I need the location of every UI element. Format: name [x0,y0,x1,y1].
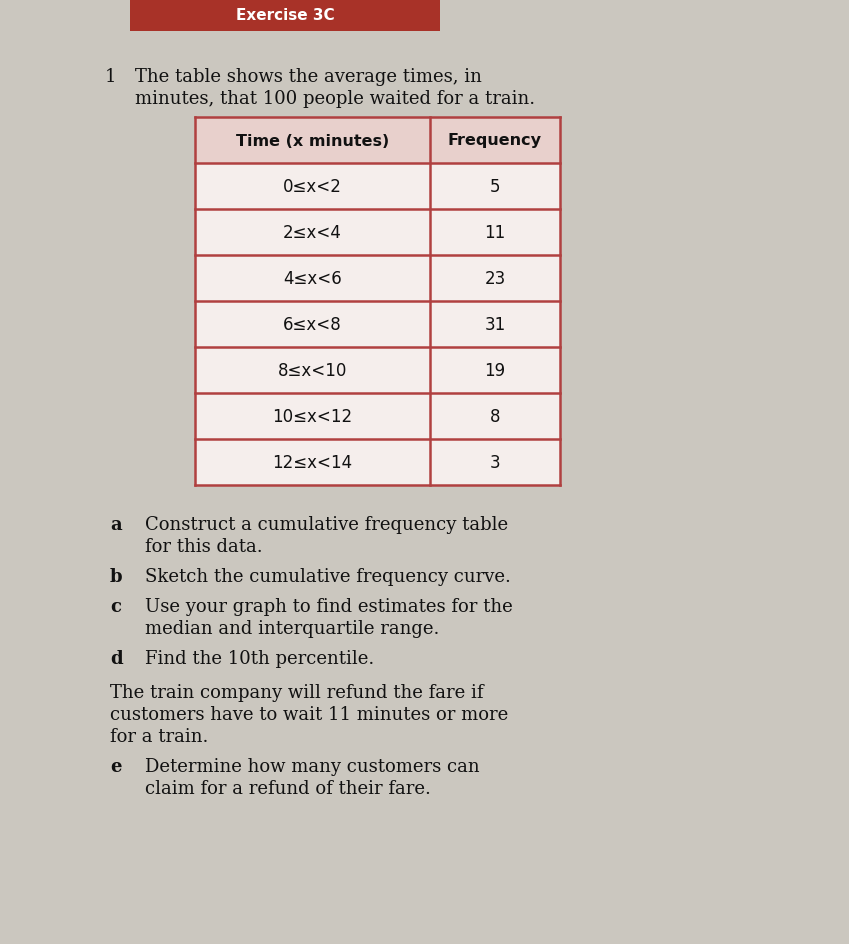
Text: customers have to wait 11 minutes or more: customers have to wait 11 minutes or mor… [110,705,509,723]
Bar [195,302,560,347]
Text: 19: 19 [485,362,505,379]
Text: 23: 23 [485,270,506,288]
Text: minutes, that 100 people waited for a train.: minutes, that 100 people waited for a tr… [135,90,535,108]
Text: 8: 8 [490,408,500,426]
Bar [130,0,440,32]
Text: c: c [110,598,121,615]
Text: 1: 1 [105,68,116,86]
Text: Use your graph to find estimates for the: Use your graph to find estimates for the [145,598,513,615]
Text: Determine how many customers can: Determine how many customers can [145,757,480,775]
Text: e: e [110,757,121,775]
Text: Exercise 3C: Exercise 3C [236,8,335,24]
Text: Time (x minutes): Time (x minutes) [236,133,389,148]
Text: 2≤x<4: 2≤x<4 [283,224,342,242]
Text: Sketch the cumulative frequency curve.: Sketch the cumulative frequency curve. [145,567,511,585]
Text: 12≤x<14: 12≤x<14 [273,453,352,471]
Bar [195,210,560,256]
Text: The table shows the average times, in: The table shows the average times, in [135,68,482,86]
Text: 8≤x<10: 8≤x<10 [278,362,347,379]
Text: 31: 31 [485,315,506,333]
Bar [195,394,560,440]
Text: 10≤x<12: 10≤x<12 [273,408,352,426]
Bar [195,347,560,394]
Bar [195,256,560,302]
Bar [195,440,560,485]
Bar [195,118,560,164]
Text: 11: 11 [485,224,506,242]
Text: 4≤x<6: 4≤x<6 [283,270,342,288]
Text: Construct a cumulative frequency table: Construct a cumulative frequency table [145,515,508,533]
Text: Find the 10th percentile.: Find the 10th percentile. [145,649,374,667]
Text: 0≤x<2: 0≤x<2 [283,177,342,195]
Text: 3: 3 [490,453,500,471]
Text: for this data.: for this data. [145,537,262,555]
Text: Frequency: Frequency [448,133,542,148]
Text: d: d [110,649,122,667]
Text: 5: 5 [490,177,500,195]
Text: The train company will refund the fare if: The train company will refund the fare i… [110,683,483,701]
Text: a: a [110,515,121,533]
Text: b: b [110,567,122,585]
Text: claim for a refund of their fare.: claim for a refund of their fare. [145,779,431,797]
Bar [195,164,560,210]
Text: median and interquartile range.: median and interquartile range. [145,619,440,637]
Text: 6≤x<8: 6≤x<8 [283,315,342,333]
Text: for a train.: for a train. [110,727,208,745]
